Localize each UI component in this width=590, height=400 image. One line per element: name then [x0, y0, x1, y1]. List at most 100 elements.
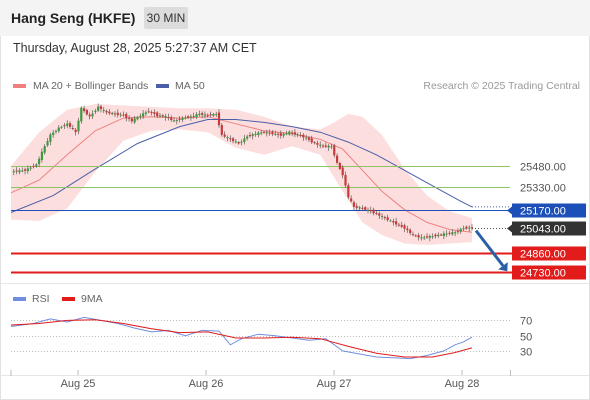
- candle-body: [164, 116, 167, 118]
- candle-body: [82, 108, 86, 112]
- level-label-2: 25170.00: [520, 206, 566, 218]
- level-label-3: 25043.00: [520, 224, 566, 236]
- candle-body: [369, 209, 372, 212]
- candle-body: [389, 220, 392, 222]
- level-box-3: [512, 221, 586, 236]
- candle-body: [99, 106, 103, 110]
- candle-body: [451, 232, 454, 235]
- level-box-2: [512, 203, 586, 218]
- candle-body: [113, 113, 117, 115]
- candle-body: [156, 112, 159, 117]
- candle-body: [414, 235, 417, 237]
- candle-body: [288, 131, 291, 135]
- candle-body: [392, 221, 395, 223]
- candle-body: [178, 118, 181, 120]
- candle-body: [246, 136, 249, 139]
- candle-body: [198, 113, 201, 116]
- candle-body: [209, 114, 212, 116]
- candles-group: [12, 103, 474, 242]
- candle-body: [184, 117, 187, 119]
- candle-body: [21, 170, 24, 172]
- ma50-line: [10, 119, 473, 213]
- candle-body: [372, 209, 375, 214]
- candle-body: [119, 114, 122, 116]
- candle-body: [234, 141, 237, 143]
- candle-body: [139, 115, 142, 117]
- candle-body: [212, 113, 215, 116]
- candle-body: [130, 118, 133, 122]
- candle-body: [417, 235, 420, 238]
- candle-body: [136, 117, 139, 120]
- candle-body: [18, 170, 21, 173]
- candle-body: [144, 112, 148, 114]
- candle-body: [378, 213, 381, 216]
- candle-body: [335, 155, 339, 163]
- candle-body: [57, 127, 60, 132]
- rsi-ma9-line: [10, 319, 473, 358]
- candle-body: [23, 169, 27, 171]
- candle-body: [468, 227, 471, 229]
- candle-body: [49, 134, 52, 142]
- candle-body: [290, 132, 294, 134]
- instrument-title: Hang Seng (HKFE): [11, 10, 136, 26]
- candle-body: [203, 114, 207, 116]
- timeframe-button[interactable]: 30 MIN: [144, 7, 188, 29]
- candle-body: [406, 228, 409, 231]
- level-label-1: 25330.00: [520, 183, 566, 195]
- candle-body: [68, 123, 72, 127]
- candle-body: [248, 135, 252, 137]
- candle-body: [305, 137, 308, 139]
- candle-body: [425, 236, 429, 238]
- candle-body: [383, 217, 386, 219]
- copyright-text: Research © 2025 Trading Central: [423, 80, 580, 92]
- candle-body: [223, 134, 226, 137]
- candle-body: [459, 229, 462, 232]
- candle-body: [380, 216, 384, 218]
- candle-body: [333, 145, 336, 156]
- candle-body: [403, 225, 406, 229]
- ma20-legend-swatch: [13, 84, 26, 88]
- candle-body: [361, 207, 364, 209]
- candle-body: [63, 125, 66, 127]
- candle-body: [366, 209, 370, 211]
- candle-body: [111, 112, 114, 115]
- candle-body: [161, 115, 164, 117]
- candle-body: [316, 142, 319, 145]
- candle-body: [434, 234, 437, 237]
- candle-body: [88, 114, 91, 117]
- candle-body: [229, 138, 232, 140]
- candle-body: [77, 120, 80, 132]
- candle-body: [26, 168, 29, 172]
- candle-body: [423, 237, 426, 239]
- candle-body: [428, 236, 431, 238]
- candle-body: [344, 175, 347, 186]
- candle-body: [237, 142, 240, 144]
- candle-body: [38, 158, 41, 165]
- forecast-arrow-head: [498, 262, 508, 272]
- candle-body: [91, 113, 94, 117]
- rsi-legend-label: RSI: [32, 293, 50, 305]
- candle-body: [35, 164, 38, 167]
- candle-body: [375, 213, 378, 215]
- candle-body: [251, 134, 254, 137]
- candle-body: [243, 138, 246, 142]
- candle-body: [158, 115, 162, 117]
- candle-body: [74, 129, 77, 133]
- candle-body: [29, 167, 32, 169]
- candle-body: [431, 236, 434, 238]
- candle-body: [445, 233, 448, 235]
- rsi-legend-swatch: [13, 297, 26, 301]
- candle-body: [355, 206, 358, 208]
- x-tick-label: Aug 26: [189, 378, 224, 390]
- candle-body: [330, 146, 333, 148]
- candle-body: [54, 130, 58, 132]
- ma20-legend-label: MA 20 + Bollinger Bands: [33, 80, 149, 92]
- candle-body: [409, 229, 412, 234]
- candle-body: [319, 144, 322, 146]
- candle-body: [217, 112, 221, 126]
- candle-body: [215, 114, 218, 116]
- candle-body: [116, 112, 119, 115]
- candle-body: [85, 109, 88, 115]
- candle-body: [46, 141, 49, 146]
